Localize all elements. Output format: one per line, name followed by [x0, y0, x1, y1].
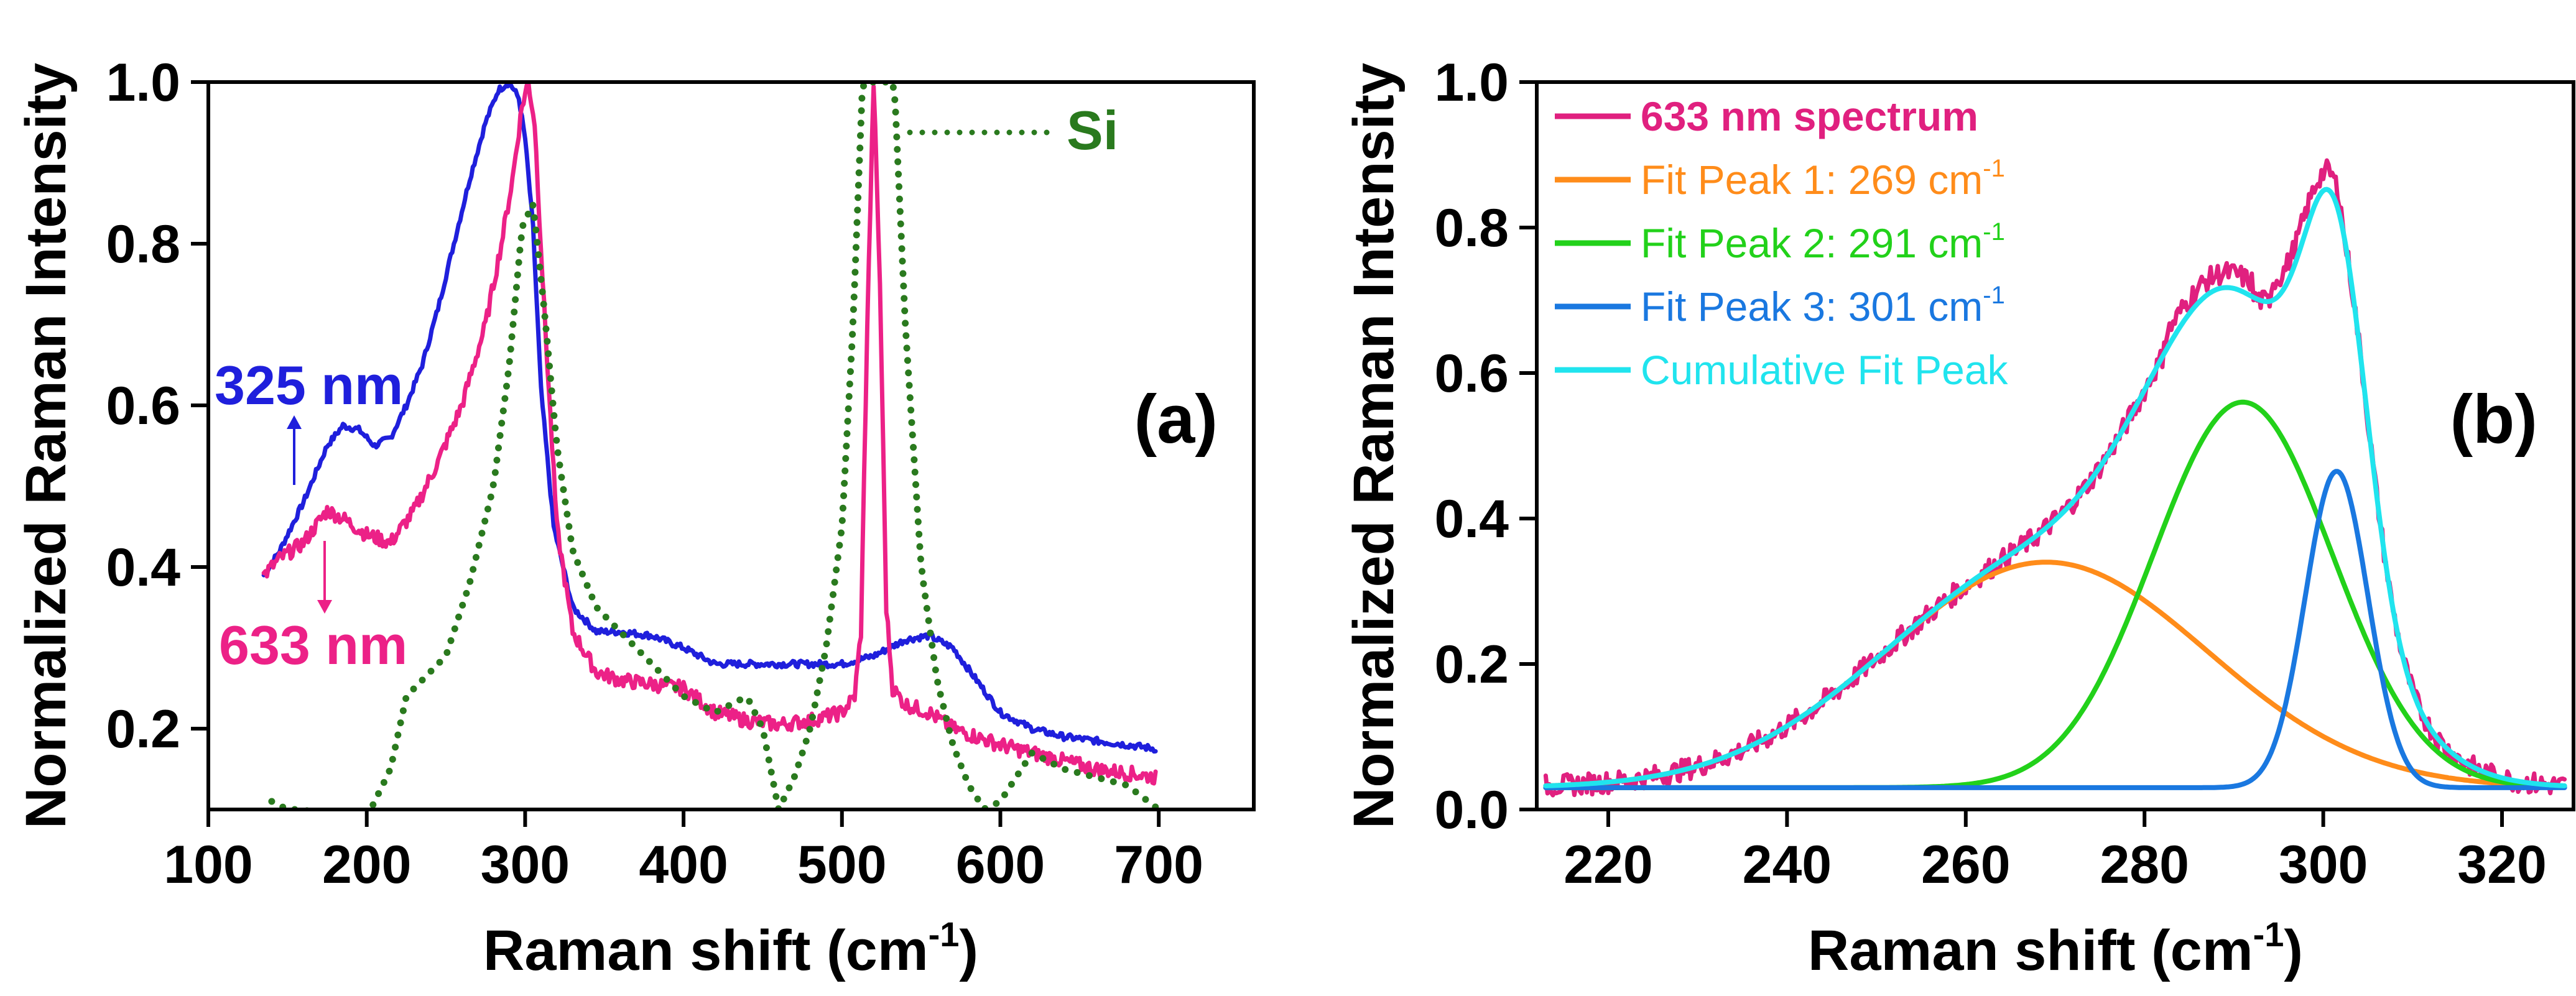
legend-entry: Fit Peak 1: 269 cm-1: [1641, 155, 2005, 203]
annotation-si: Si: [1067, 99, 1118, 161]
x-tick-label: 280: [2100, 835, 2189, 895]
panel-a-annotations: 325 nm 633 nm Si: [215, 99, 1118, 676]
panel-a-y-axis-title: Normalized Raman Intensity: [14, 63, 78, 829]
x-tick-label: 260: [1921, 835, 2011, 895]
x-tick-label: 300: [481, 835, 570, 895]
legend-entry: 633 nm spectrum: [1641, 93, 1978, 139]
legend-entry: Fit Peak 2: 291 cm-1: [1641, 218, 2005, 266]
panel-a: 100 200 300 400 500 600 700 0.2 0.4 0.6 0.8 1.0 Ra…: [14, 53, 1256, 982]
panel-b-y-ticks: 0.0 0.2 0.4 0.6 0.8 1.0: [1434, 53, 1537, 840]
panel-b-legend: 633 nm spectrum Fit Peak 1: 269 cm-1 Fit P…: [1555, 93, 2009, 393]
x-tick-label: 700: [1114, 835, 1203, 895]
panel-b-series: [1543, 158, 2567, 798]
arrow-633nm-head: [317, 600, 332, 614]
panel-b-label: (b): [2450, 381, 2537, 458]
x-tick-label: 600: [956, 835, 1045, 895]
y-tick-label: 0.2: [106, 699, 180, 759]
panel-b-frame: [1535, 80, 2575, 811]
panel-b: 220 240 260 280 300 320 0.0 0.2 0.4 0.6 0.8 1.0 Ra…: [1342, 53, 2575, 982]
y-tick-label: 0.8: [106, 214, 180, 274]
y-tick-label: 0.4: [106, 538, 180, 597]
x-tick-label: 240: [1743, 835, 1832, 895]
y-tick-label: 0.0: [1434, 780, 1509, 840]
series-fit-peak-2: [1543, 399, 2567, 790]
series-633-nm: [261, 82, 1158, 786]
series-cumulative-fit-peak: [1543, 187, 2567, 788]
panel-a-label: (a): [1134, 381, 1218, 458]
x-tick-label: 500: [797, 835, 887, 895]
legend-entry: Cumulative Fit Peak: [1641, 347, 2009, 393]
y-tick-label: 0.8: [1434, 198, 1509, 258]
panel-a-x-axis-title: Raman shift (cm-1): [483, 915, 978, 982]
y-tick-label: 0.2: [1434, 635, 1509, 694]
panel-b-x-axis-title: Raman shift (cm-1): [1808, 915, 2303, 982]
y-tick-label: 0.6: [106, 376, 180, 436]
x-tick-label: 200: [322, 835, 412, 895]
annotation-633nm: 633 nm: [219, 614, 407, 676]
x-tick-label: 220: [1564, 835, 1653, 895]
x-tick-label: 320: [2457, 835, 2547, 895]
panel-b-y-axis-title: Normalized Raman Intensity: [1342, 63, 1406, 829]
series-325-nm: [261, 82, 1158, 754]
arrow-325nm-head: [287, 415, 302, 429]
x-tick-label: 300: [2279, 835, 2368, 895]
y-tick-label: 1.0: [106, 53, 180, 113]
panel-a-series: [261, 82, 1160, 809]
y-tick-label: 1.0: [1434, 53, 1509, 113]
series-fit-peak-3: [1543, 469, 2567, 790]
panel-a-frame: [206, 80, 1256, 811]
annotation-325nm: 325 nm: [215, 354, 403, 416]
panel-b-x-ticks: 220 240 260 280 300 320: [1564, 809, 2547, 895]
y-tick-label: 0.6: [1434, 344, 1509, 403]
panel-a-x-ticks: 100 200 300 400 500 600 700: [164, 809, 1203, 895]
x-tick-label: 100: [164, 835, 253, 895]
y-tick-label: 0.4: [1434, 489, 1509, 549]
panel-a-y-ticks: 0.2 0.4 0.6 0.8 1.0: [106, 53, 208, 759]
legend-entry: Fit Peak 3: 301 cm-1: [1641, 282, 2005, 330]
x-tick-label: 400: [639, 835, 728, 895]
